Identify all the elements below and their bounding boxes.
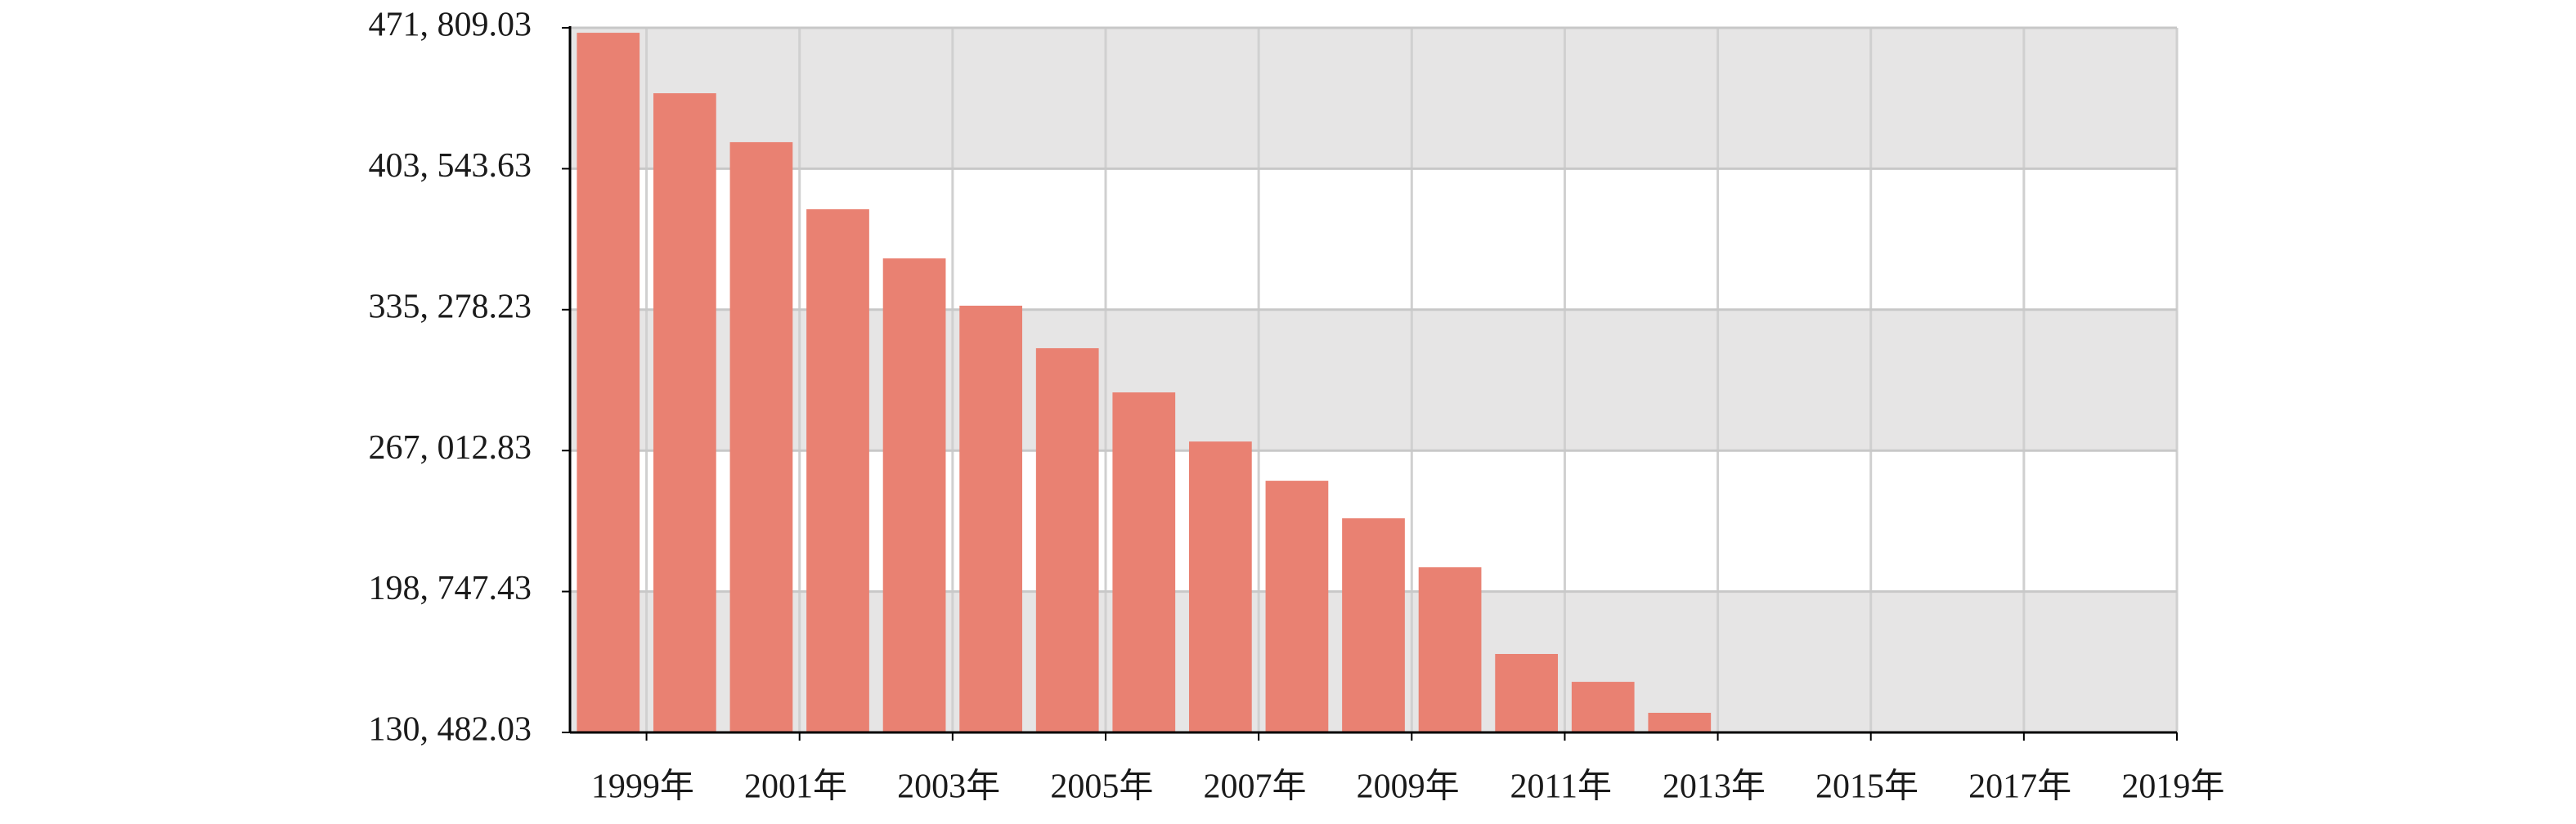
bar [729, 141, 793, 733]
x-tick-label: 2009年 [1357, 768, 1460, 806]
x-tick-label: 2017年 [1968, 768, 2071, 806]
y-tick-label: 403, 543.63 [369, 147, 532, 185]
x-tick-label: 2019年 [2121, 768, 2224, 806]
bar [653, 93, 716, 733]
bar [1571, 682, 1635, 732]
y-tick-label: 130, 482.03 [369, 711, 532, 749]
bar [1035, 347, 1099, 732]
x-tick-label: 2015年 [1815, 768, 1919, 806]
x-tick-label: 2003年 [897, 768, 1000, 806]
x-tick-label: 2013年 [1663, 768, 1766, 806]
bar [1495, 653, 1559, 732]
y-tick-label: 198, 747.43 [369, 570, 532, 607]
x-tick-label: 2011年 [1510, 768, 1612, 806]
bar [1418, 566, 1482, 732]
bar [1188, 441, 1252, 732]
bar [806, 209, 869, 732]
bar [1342, 518, 1405, 732]
y-tick-label: 335, 278.23 [369, 288, 532, 325]
bar [882, 258, 946, 733]
x-tick-label: 2001年 [744, 768, 847, 806]
bar [1265, 481, 1329, 732]
bar [1648, 712, 1712, 732]
plot-band [570, 28, 2177, 169]
x-tick-label: 2005年 [1050, 768, 1153, 806]
bar [577, 33, 640, 732]
bar [959, 305, 1023, 733]
y-tick-label: 471, 809.03 [369, 7, 532, 44]
y-tick-label: 267, 012.83 [369, 429, 532, 467]
x-tick-label: 2007年 [1203, 768, 1306, 806]
bar [1112, 392, 1176, 732]
x-tick-label: 1999年 [591, 768, 694, 806]
